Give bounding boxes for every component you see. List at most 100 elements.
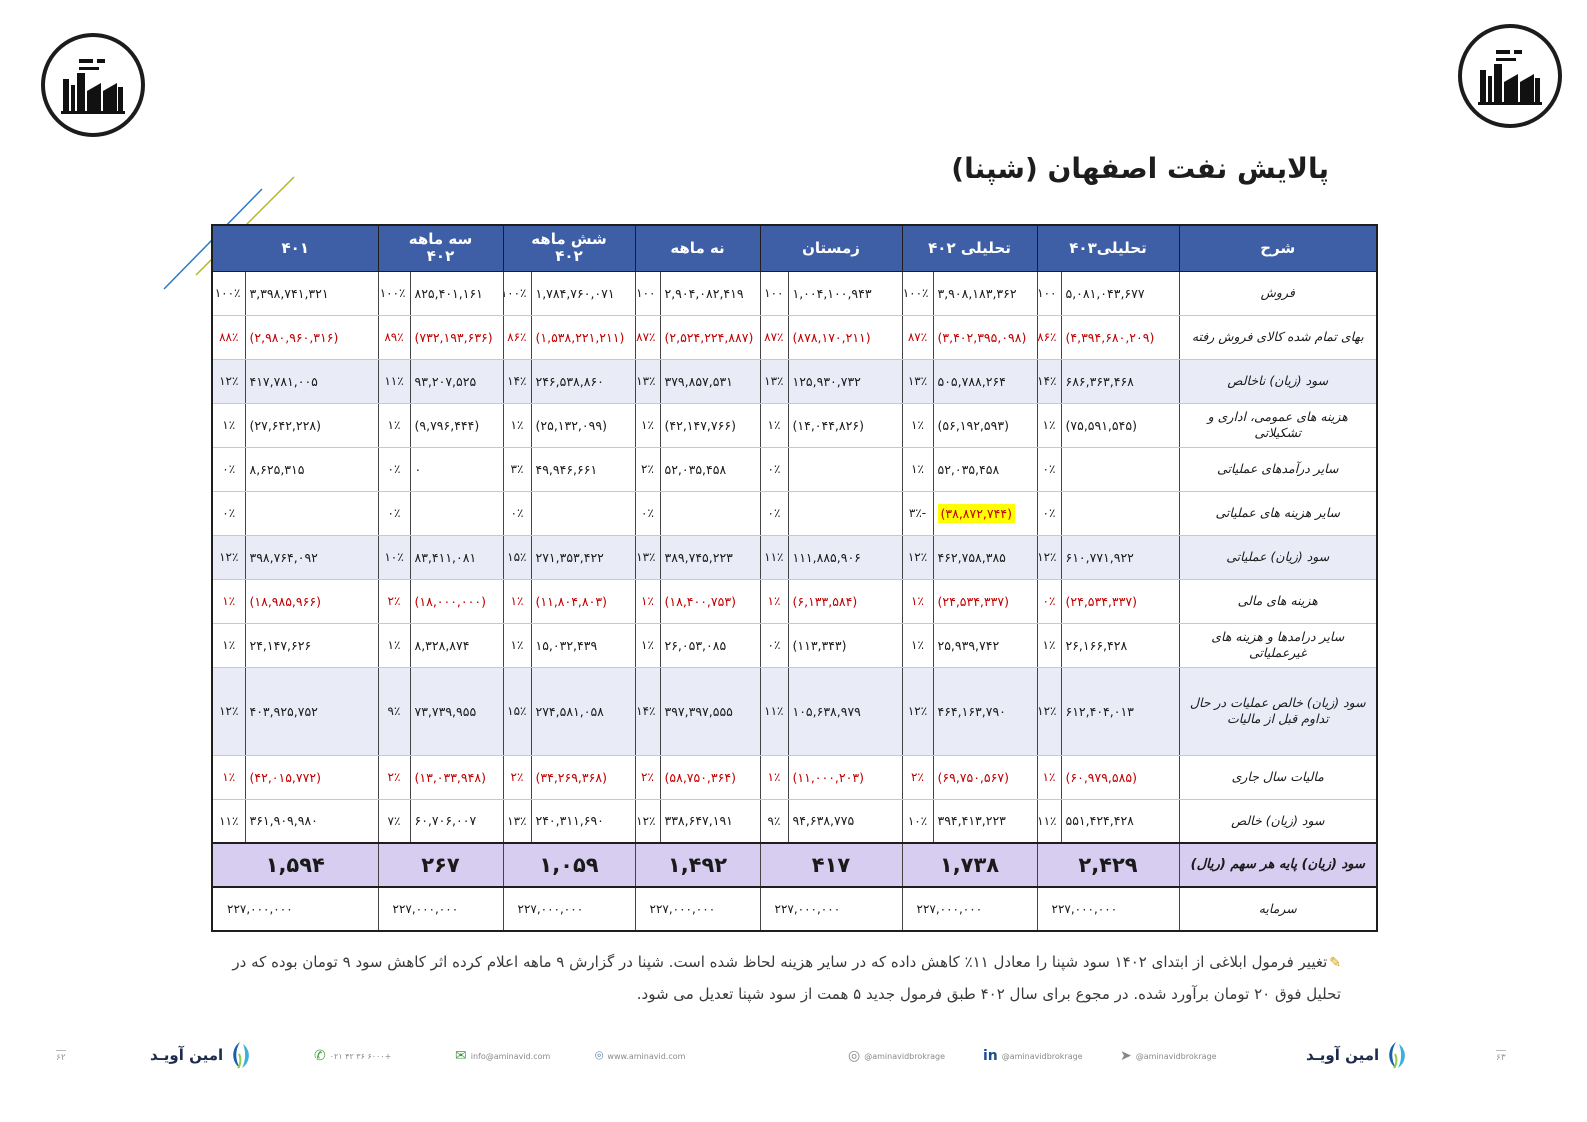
table-row: مالیات سال جاری (۶۰,۹۷۹,۵۸۵) ۱٪ (۶۹,۷۵۰,۵۶۷…: [211, 754, 1378, 800]
cell-percent: ۱۴٪: [502, 358, 532, 404]
cell-value: (۵۶,۱۹۲,۵۹۳): [932, 402, 1038, 448]
cell-value: (۷۳۲,۱۹۳,۶۳۶): [409, 314, 504, 360]
cell-value: ۴۰۳,۹۲۵,۷۵۲: [244, 666, 379, 756]
cell-value: ۳۳۸,۶۴۷,۱۹۱: [659, 798, 761, 844]
cell-value: (۲,۹۸۰,۹۶۰,۳۱۶): [244, 314, 379, 360]
header-winter: زمستان: [759, 224, 903, 272]
row-label: سود (زیان) ناخالص: [1178, 358, 1378, 404]
cell-value: (۲۷,۶۴۲,۲۲۸): [244, 402, 379, 448]
table-row: سایر هزینه های عملیاتی ۰٪ (۳۸,۸۷۲,۷۴۴) -۳٪ ۰…: [211, 490, 1378, 536]
cell-value: [1060, 446, 1180, 492]
cell-percent: ۱٪: [759, 754, 789, 800]
cell-value: (۳۴,۲۶۹,۳۶۸): [530, 754, 636, 800]
cell-percent: ۰٪: [759, 446, 789, 492]
cell-value: (۱۱,۸۰۴,۸۰۳): [530, 578, 636, 624]
cell-value: ۵۵۱,۴۲۴,۴۲۸: [1060, 798, 1180, 844]
cell-value: ۶۱۲,۴۰۴,۰۱۳: [1060, 666, 1180, 756]
cell-percent: ۱۳٪: [759, 358, 789, 404]
cell-percent: ۷٪: [377, 798, 411, 844]
cell-percent: -۳٪: [901, 490, 934, 536]
cell-value: [1060, 490, 1180, 536]
cell-value: ۱,۰۵۹: [502, 842, 636, 888]
brand-swirl-icon: [1389, 1042, 1406, 1069]
cell-value: ۲۵,۹۳۹,۷۴۲: [932, 622, 1038, 668]
cell-value: ۲۲۷,۰۰۰,۰۰۰: [502, 886, 636, 932]
footer-telegram[interactable]: ➤ @aminavidbrokrage: [1120, 1048, 1217, 1064]
cell-percent: ۱٪: [901, 446, 934, 492]
header-year-401: ۴۰۱: [211, 224, 379, 272]
mouse-icon: ⌾: [595, 1048, 604, 1064]
row-label: مالیات سال جاری: [1178, 754, 1378, 800]
page-footer: ۶۲ امین آویـد ✆ ۰۲۱ ۴۲ ۳۶ ۶۰۰۰+ ✉ info@ami…: [0, 1038, 1587, 1078]
cell-value: ۲۴۶,۵۳۸,۸۶۰: [530, 358, 636, 404]
cell-value: ۲۴۰,۳۱۱,۶۹۰: [530, 798, 636, 844]
table-row: سود (زیان) خالص عملیات در حال تداوم قبل …: [211, 666, 1378, 756]
cell-value: (۲۴,۵۳۴,۳۳۷): [932, 578, 1038, 624]
page-number-left: ۶۲: [56, 1050, 66, 1063]
cell-percent: ۱٪: [901, 402, 934, 448]
cell-percent: ۸۶٪: [502, 314, 532, 360]
table-row: سایر درامدها و هزینه های غیرعملیاتی ۲۶,۱۶…: [211, 622, 1378, 668]
cell-value: (۷۵,۵۹۱,۵۴۵): [1060, 402, 1180, 448]
company-logo-right: [1458, 24, 1562, 128]
cell-value: (۱۳,۰۳۳,۹۴۸): [409, 754, 504, 800]
cell-value: ۵۲,۰۳۵,۴۵۸: [932, 446, 1038, 492]
cell-percent: ۰٪: [1036, 446, 1062, 492]
cell-percent: ۲٪: [502, 754, 532, 800]
cell-value: ۸,۶۲۵,۳۱۵: [244, 446, 379, 492]
footer-website[interactable]: ⌾ www.aminavid.com: [595, 1048, 686, 1064]
cell-percent: ۱۳٪: [634, 358, 661, 404]
cell-value: (۶۹,۷۵۰,۵۶۷): [932, 754, 1038, 800]
cell-percent: ۱۲٪: [1036, 666, 1062, 756]
footer-email[interactable]: ✉ info@aminavid.com: [455, 1048, 551, 1064]
cell-percent: ۸۷٪: [759, 314, 789, 360]
mail-icon: ✉: [455, 1048, 467, 1064]
brand-name: امین آویـد: [150, 1046, 224, 1064]
cell-value: ۱,۵۹۴: [211, 842, 379, 888]
cell-value: ۳۹۷,۳۹۷,۵۵۵: [659, 666, 761, 756]
cell-percent: ۱٪: [759, 402, 789, 448]
cell-value: ۴۹,۹۴۶,۶۶۱: [530, 446, 636, 492]
cell-value: (۱۸,۹۸۵,۹۶۶): [244, 578, 379, 624]
cell-percent: ۱۱٪: [759, 534, 789, 580]
cell-value: (۱۸,۴۰۰,۷۵۳): [659, 578, 761, 624]
brand-swirl-icon: [233, 1042, 250, 1069]
cell-percent: ۱۲٪: [211, 534, 246, 580]
cell-value: ۹۴,۶۳۸,۷۷۵: [787, 798, 903, 844]
cell-percent: ۱٪: [759, 578, 789, 624]
header-three-months: سه ماهه ۴۰۲: [377, 224, 504, 272]
cell-value: ۱,۰۰۴,۱۰۰,۹۴۳: [787, 270, 903, 316]
cell-percent: ۱٪: [502, 578, 532, 624]
cell-value: ۱,۷۸۴,۷۶۰,۰۷۱: [530, 270, 636, 316]
eps-row: سود (زیان) پایه هر سهم (ریال) ۲,۴۲۹ ۱,۷۳۸ ۴…: [211, 842, 1378, 888]
cell-value: (۴۲,۰۱۵,۷۷۲): [244, 754, 379, 800]
row-label: سایر درآمدهای عملیاتی: [1178, 446, 1378, 492]
cell-value: ۱۰۵,۶۳۸,۹۷۹: [787, 666, 903, 756]
header-analysis-402: تحلیلی ۴۰۲: [901, 224, 1038, 272]
table-row: سود (زیان) ناخالص ۶۸۶,۳۶۳,۴۶۸ ۱۴٪ ۵۰۵,۷۸۸,۲…: [211, 358, 1378, 404]
cell-value: ۱۱۱,۸۸۵,۹۰۶: [787, 534, 903, 580]
cell-value: ۲۲۷,۰۰۰,۰۰۰: [634, 886, 761, 932]
cell-value: (۳,۴۰۲,۳۹۵,۰۹۸): [932, 314, 1038, 360]
cell-value: [530, 490, 636, 536]
footer-linkedin[interactable]: in @aminavidbrokrage: [983, 1048, 1083, 1064]
brand-name: امین آویـد: [1306, 1046, 1380, 1064]
cell-value: ۳۹۸,۷۶۴,۰۹۲: [244, 534, 379, 580]
cell-percent: ۱۱٪: [759, 666, 789, 756]
linkedin-icon: in: [983, 1048, 998, 1064]
cell-value: ۶۰,۷۰۶,۰۰۷: [409, 798, 504, 844]
refinery-factory-icon: [1478, 50, 1542, 105]
cell-percent: ۱٪: [211, 754, 246, 800]
cell-value: (۱۱۳,۳۴۳): [787, 622, 903, 668]
cell-percent: ۰٪: [759, 622, 789, 668]
cell-percent: ۰٪: [1036, 578, 1062, 624]
cell-percent: ۱۰۰ ٪: [1036, 270, 1062, 316]
cell-value: [409, 490, 504, 536]
cell-value: ۱۵,۰۳۲,۴۳۹: [530, 622, 636, 668]
cell-value: ۲۷۴,۵۸۱,۰۵۸: [530, 666, 636, 756]
cell-value: ۴۱۷: [759, 842, 903, 888]
cell-percent: ۱۳٪: [634, 534, 661, 580]
footer-instagram[interactable]: ◎ @aminavidbrokrage: [848, 1048, 946, 1064]
cell-percent: ۱۵٪: [502, 534, 532, 580]
cell-percent: ۰٪: [211, 490, 246, 536]
